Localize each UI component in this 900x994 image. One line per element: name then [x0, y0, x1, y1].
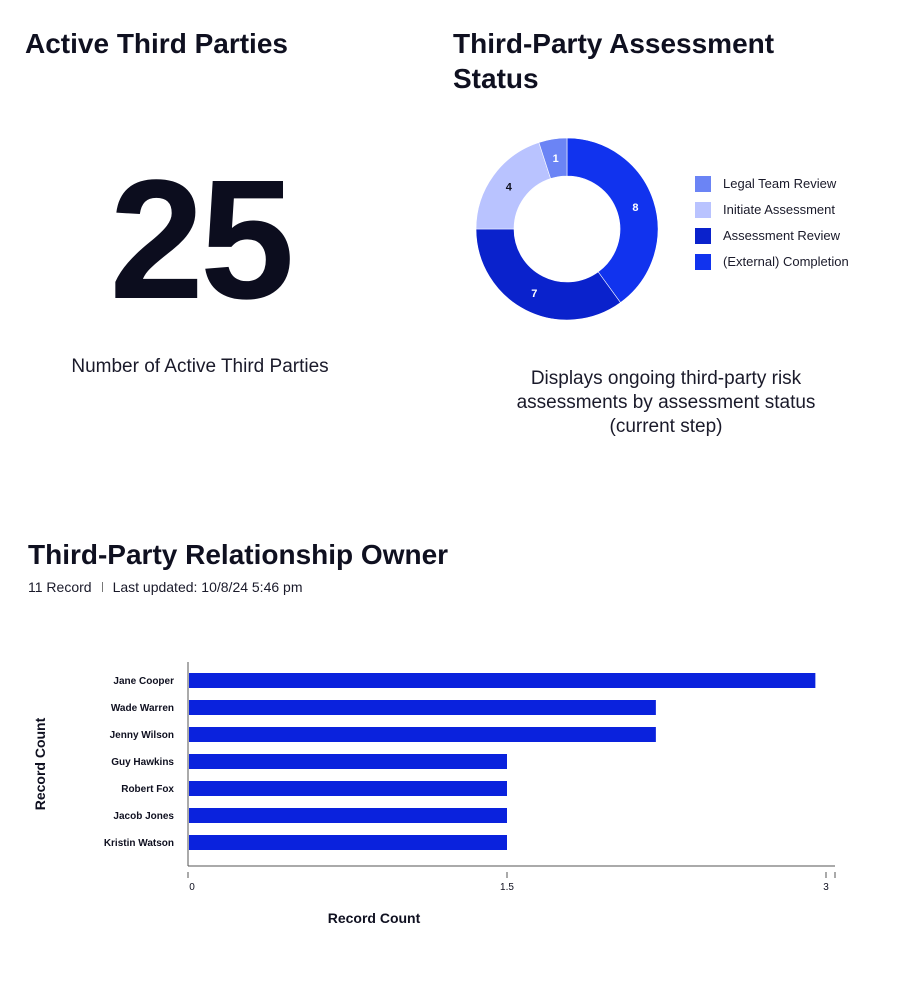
relationship-owner-title: Third-Party Relationship Owner	[28, 539, 449, 570]
active-third-parties-caption: Number of Active Third Parties	[71, 356, 329, 377]
last-updated-text: Last updated: 10/8/24 5:46 pm	[112, 579, 303, 595]
x-tick-label: 1.5	[500, 882, 514, 893]
legend-swatch	[695, 228, 711, 244]
assessment-status-donut-chart: 8 7 4 1	[475, 137, 659, 321]
legend-label: Legal Team Review	[723, 176, 837, 191]
y-tick-label: Jacob Jones	[113, 811, 174, 822]
assessment-status-title: Third-Party Assessment Status	[453, 28, 775, 94]
bar-robert-fox[interactable]	[189, 781, 507, 796]
y-tick-label: Guy Hawkins	[111, 757, 174, 768]
x-axis-title: Record Count	[328, 910, 421, 926]
legend-label: Assessment Review	[723, 228, 841, 243]
legend-item[interactable]: Assessment Review	[695, 228, 895, 244]
y-tick-label: Jane Cooper	[113, 676, 174, 687]
bar-jacob-jones[interactable]	[189, 808, 507, 823]
donut-slice-value-label: 8	[632, 202, 638, 214]
donut-slice-value-label: 4	[506, 182, 513, 194]
legend-label: Initiate Assessment	[723, 202, 835, 217]
donut-slice-assessment-review[interactable]	[475, 228, 621, 321]
legend-label: (External) Completion	[723, 254, 849, 269]
donut-slice-value-label: 7	[531, 288, 537, 300]
relationship-owner-meta: 11 Record Last updated: 10/8/24 5:46 pm	[28, 578, 303, 596]
y-tick-label: Kristin Watson	[104, 838, 174, 849]
legend-item[interactable]: Initiate Assessment	[695, 202, 895, 218]
bar-guy-hawkins[interactable]	[189, 754, 507, 769]
bar-wade-warren[interactable]	[189, 700, 656, 715]
y-tick-label: Jenny Wilson	[110, 730, 174, 741]
legend-swatch	[695, 254, 711, 270]
legend-swatch	[695, 176, 711, 192]
record-count-text: 11 Record	[28, 579, 92, 595]
donut-slice-external-completion[interactable]	[566, 137, 659, 304]
legend-item[interactable]: (External) Completion	[695, 254, 895, 270]
assessment-status-legend: Legal Team Review Initiate Assessment Asse…	[695, 176, 895, 280]
legend-item[interactable]: Legal Team Review	[695, 176, 895, 192]
meta-separator	[101, 582, 103, 592]
relationship-owner-bar-chart: Jane Cooper Wade Warren Jenny Wilson Guy Ha…	[32, 662, 836, 926]
active-third-parties-title: Active Third Parties	[25, 28, 288, 59]
legend-swatch	[695, 202, 711, 218]
x-tick-label: 3	[823, 882, 829, 893]
bar-kristin-watson[interactable]	[189, 835, 507, 850]
donut-slice-value-label: 1	[553, 153, 559, 165]
donut-slice-initiate-assessment[interactable]	[475, 142, 552, 230]
bar-jane-cooper[interactable]	[189, 673, 816, 688]
assessment-status-caption: Displays ongoing third-party risk assess…	[516, 368, 816, 437]
bar-jenny-wilson[interactable]	[189, 727, 656, 742]
y-axis-title: Record Count	[32, 717, 48, 810]
x-tick-label: 0	[189, 882, 195, 893]
y-tick-label: Robert Fox	[121, 784, 174, 795]
active-third-parties-count: 25	[109, 145, 294, 335]
donut-slice-legal-team-review[interactable]	[538, 137, 568, 179]
y-tick-label: Wade Warren	[111, 703, 174, 714]
